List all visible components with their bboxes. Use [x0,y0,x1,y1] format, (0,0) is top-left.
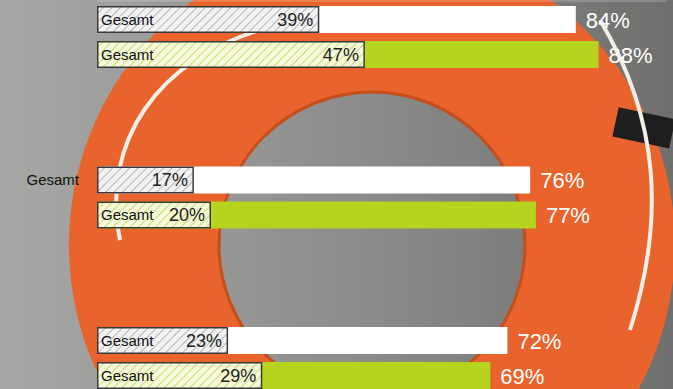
total-bar [97,167,530,194]
bar-name: Gesamt [101,367,154,384]
share-label: 47% [323,45,359,65]
share-label: 17% [152,170,188,190]
x-axis-line [97,1,667,2]
share-label: 39% [277,10,313,30]
chart: 84% 39% Gesamt 88% 47% Gesamt 76% 17% Gesamt 77% 2… [0,0,673,389]
total-label: 77% [546,203,590,228]
total-label: 88% [609,43,653,68]
share-bar [98,328,228,354]
bars [97,6,599,389]
labels: 84% 39% Gesamt 88% 47% Gesamt 76% 17% Gesamt 77% 2… [26,8,652,389]
share-bar [98,42,364,68]
total-bar [97,362,490,389]
total-bar [97,6,576,33]
share-label: 20% [169,205,205,225]
background [0,0,673,389]
chart-root: 84% 39% Gesamt 88% 47% Gesamt 76% 17% Gesamt 77% 2… [0,0,673,389]
total-label: 84% [586,8,630,33]
share-label: 23% [186,331,222,351]
total-label: 69% [500,364,544,389]
share-bar [98,202,211,228]
share-bar [98,167,193,193]
total-bar [97,202,536,229]
bar-name: Gesamt [101,11,154,28]
share-bar [98,7,319,33]
share-bar [98,363,262,389]
total-bar [97,41,599,68]
bar-name: Gesamt [26,171,79,188]
total-bar [97,327,507,354]
bar-name: Gesamt [101,332,154,349]
total-label: 76% [540,168,584,193]
share-label: 29% [220,366,256,386]
bar-name: Gesamt [101,46,154,63]
bar-name: Gesamt [101,206,154,223]
total-label: 72% [517,329,561,354]
